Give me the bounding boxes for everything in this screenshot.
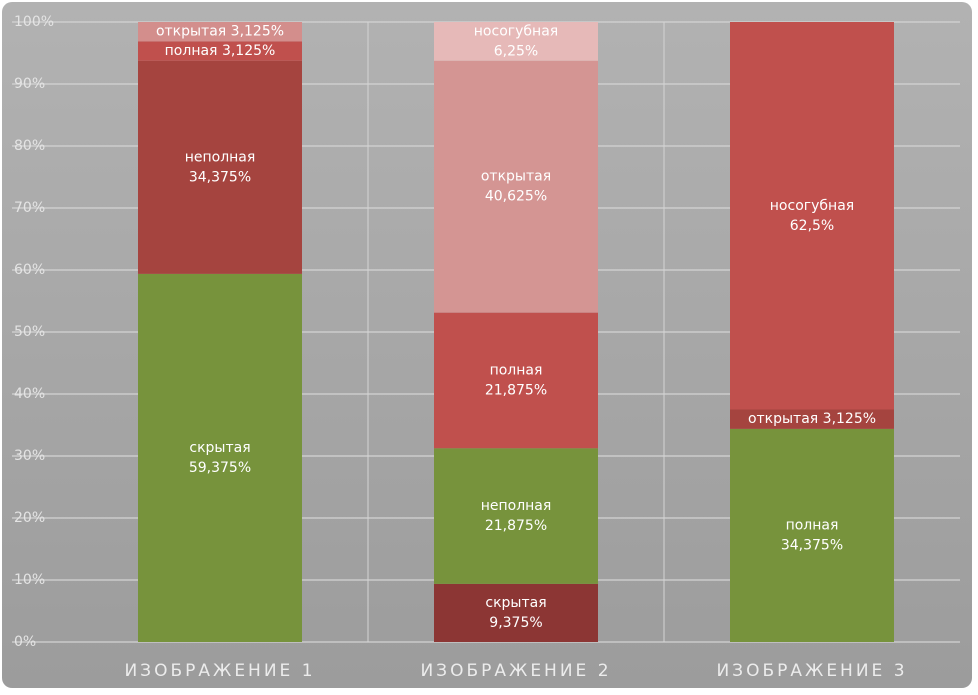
bar-segment — [138, 41, 302, 61]
segment-value: 59,375% — [189, 460, 251, 476]
segment-name: носогубная — [474, 23, 558, 39]
segment-name: скрытая — [189, 440, 250, 456]
data-label: неполная 34,375% — [185, 149, 256, 185]
y-tick-label: 0% — [14, 634, 36, 650]
y-tick-label: 20% — [14, 510, 45, 526]
bar-segment — [434, 448, 598, 584]
segment-name: открытая — [481, 169, 551, 185]
segment-name: неполная — [481, 498, 552, 514]
y-tick-label: 60% — [14, 262, 45, 278]
segment-value: 21,875% — [485, 518, 547, 534]
data-label: носогубная 6,25% — [474, 23, 558, 59]
segment-value: 3,125% — [222, 43, 275, 59]
y-tick-label: 30% — [14, 448, 45, 464]
y-tick-label: 100% — [14, 14, 54, 30]
bar-segment — [434, 22, 598, 61]
bar-segment — [138, 60, 302, 274]
segment-name: полная — [786, 517, 839, 533]
data-label: полная 34,375% — [781, 517, 843, 553]
y-tick-label: 90% — [14, 76, 45, 92]
data-label: открытая 3,125% — [748, 411, 876, 427]
y-tick-label: 50% — [14, 324, 45, 340]
data-label: полная 21,875% — [485, 362, 547, 398]
segment-name: неполная — [185, 149, 256, 165]
data-label: скрытая 59,375% — [189, 440, 251, 476]
bar-segment — [434, 583, 598, 642]
bar-segment — [730, 409, 894, 429]
bar-segment — [434, 312, 598, 449]
bar-segment — [434, 60, 598, 313]
data-label: полная 3,125% — [165, 43, 276, 59]
bar-segment — [730, 22, 894, 410]
data-label: открытая 3,125% — [156, 24, 284, 40]
x-tick-label: ИЗОБРАЖЕНИЕ 2 — [420, 661, 611, 681]
bar-segment — [730, 428, 894, 642]
x-tick-label: ИЗОБРАЖЕНИЕ 1 — [124, 661, 315, 681]
segment-value: 6,25% — [494, 43, 538, 59]
data-label: открытая 40,625% — [481, 169, 551, 205]
segment-name: полная — [165, 43, 218, 59]
segment-value: 3,125% — [231, 24, 284, 40]
segment-value: 21,875% — [485, 382, 547, 398]
data-label: скрытая 9,375% — [485, 595, 546, 631]
y-tick-label: 70% — [14, 200, 45, 216]
segment-value: 40,625% — [485, 189, 547, 205]
segment-value: 34,375% — [189, 169, 251, 185]
bar-segment — [138, 273, 302, 642]
segment-name: полная — [490, 362, 543, 378]
y-tick-label: 40% — [14, 386, 45, 402]
segment-name: открытая — [156, 24, 226, 40]
segment-name: открытая — [748, 411, 818, 427]
x-tick-label: ИЗОБРАЖЕНИЕ 3 — [716, 661, 907, 681]
segment-name: скрытая — [485, 595, 546, 611]
segment-name: носогубная — [770, 198, 854, 214]
y-tick-label: 10% — [14, 572, 45, 588]
bar-segment — [138, 22, 302, 42]
data-label: неполная 21,875% — [481, 498, 552, 534]
segment-value: 34,375% — [781, 537, 843, 553]
y-tick-label: 80% — [14, 138, 45, 154]
segment-value: 9,375% — [489, 615, 542, 631]
segment-value: 62,5% — [790, 218, 834, 234]
segment-value: 3,125% — [823, 411, 876, 427]
data-label: носогубная 62,5% — [770, 198, 854, 234]
